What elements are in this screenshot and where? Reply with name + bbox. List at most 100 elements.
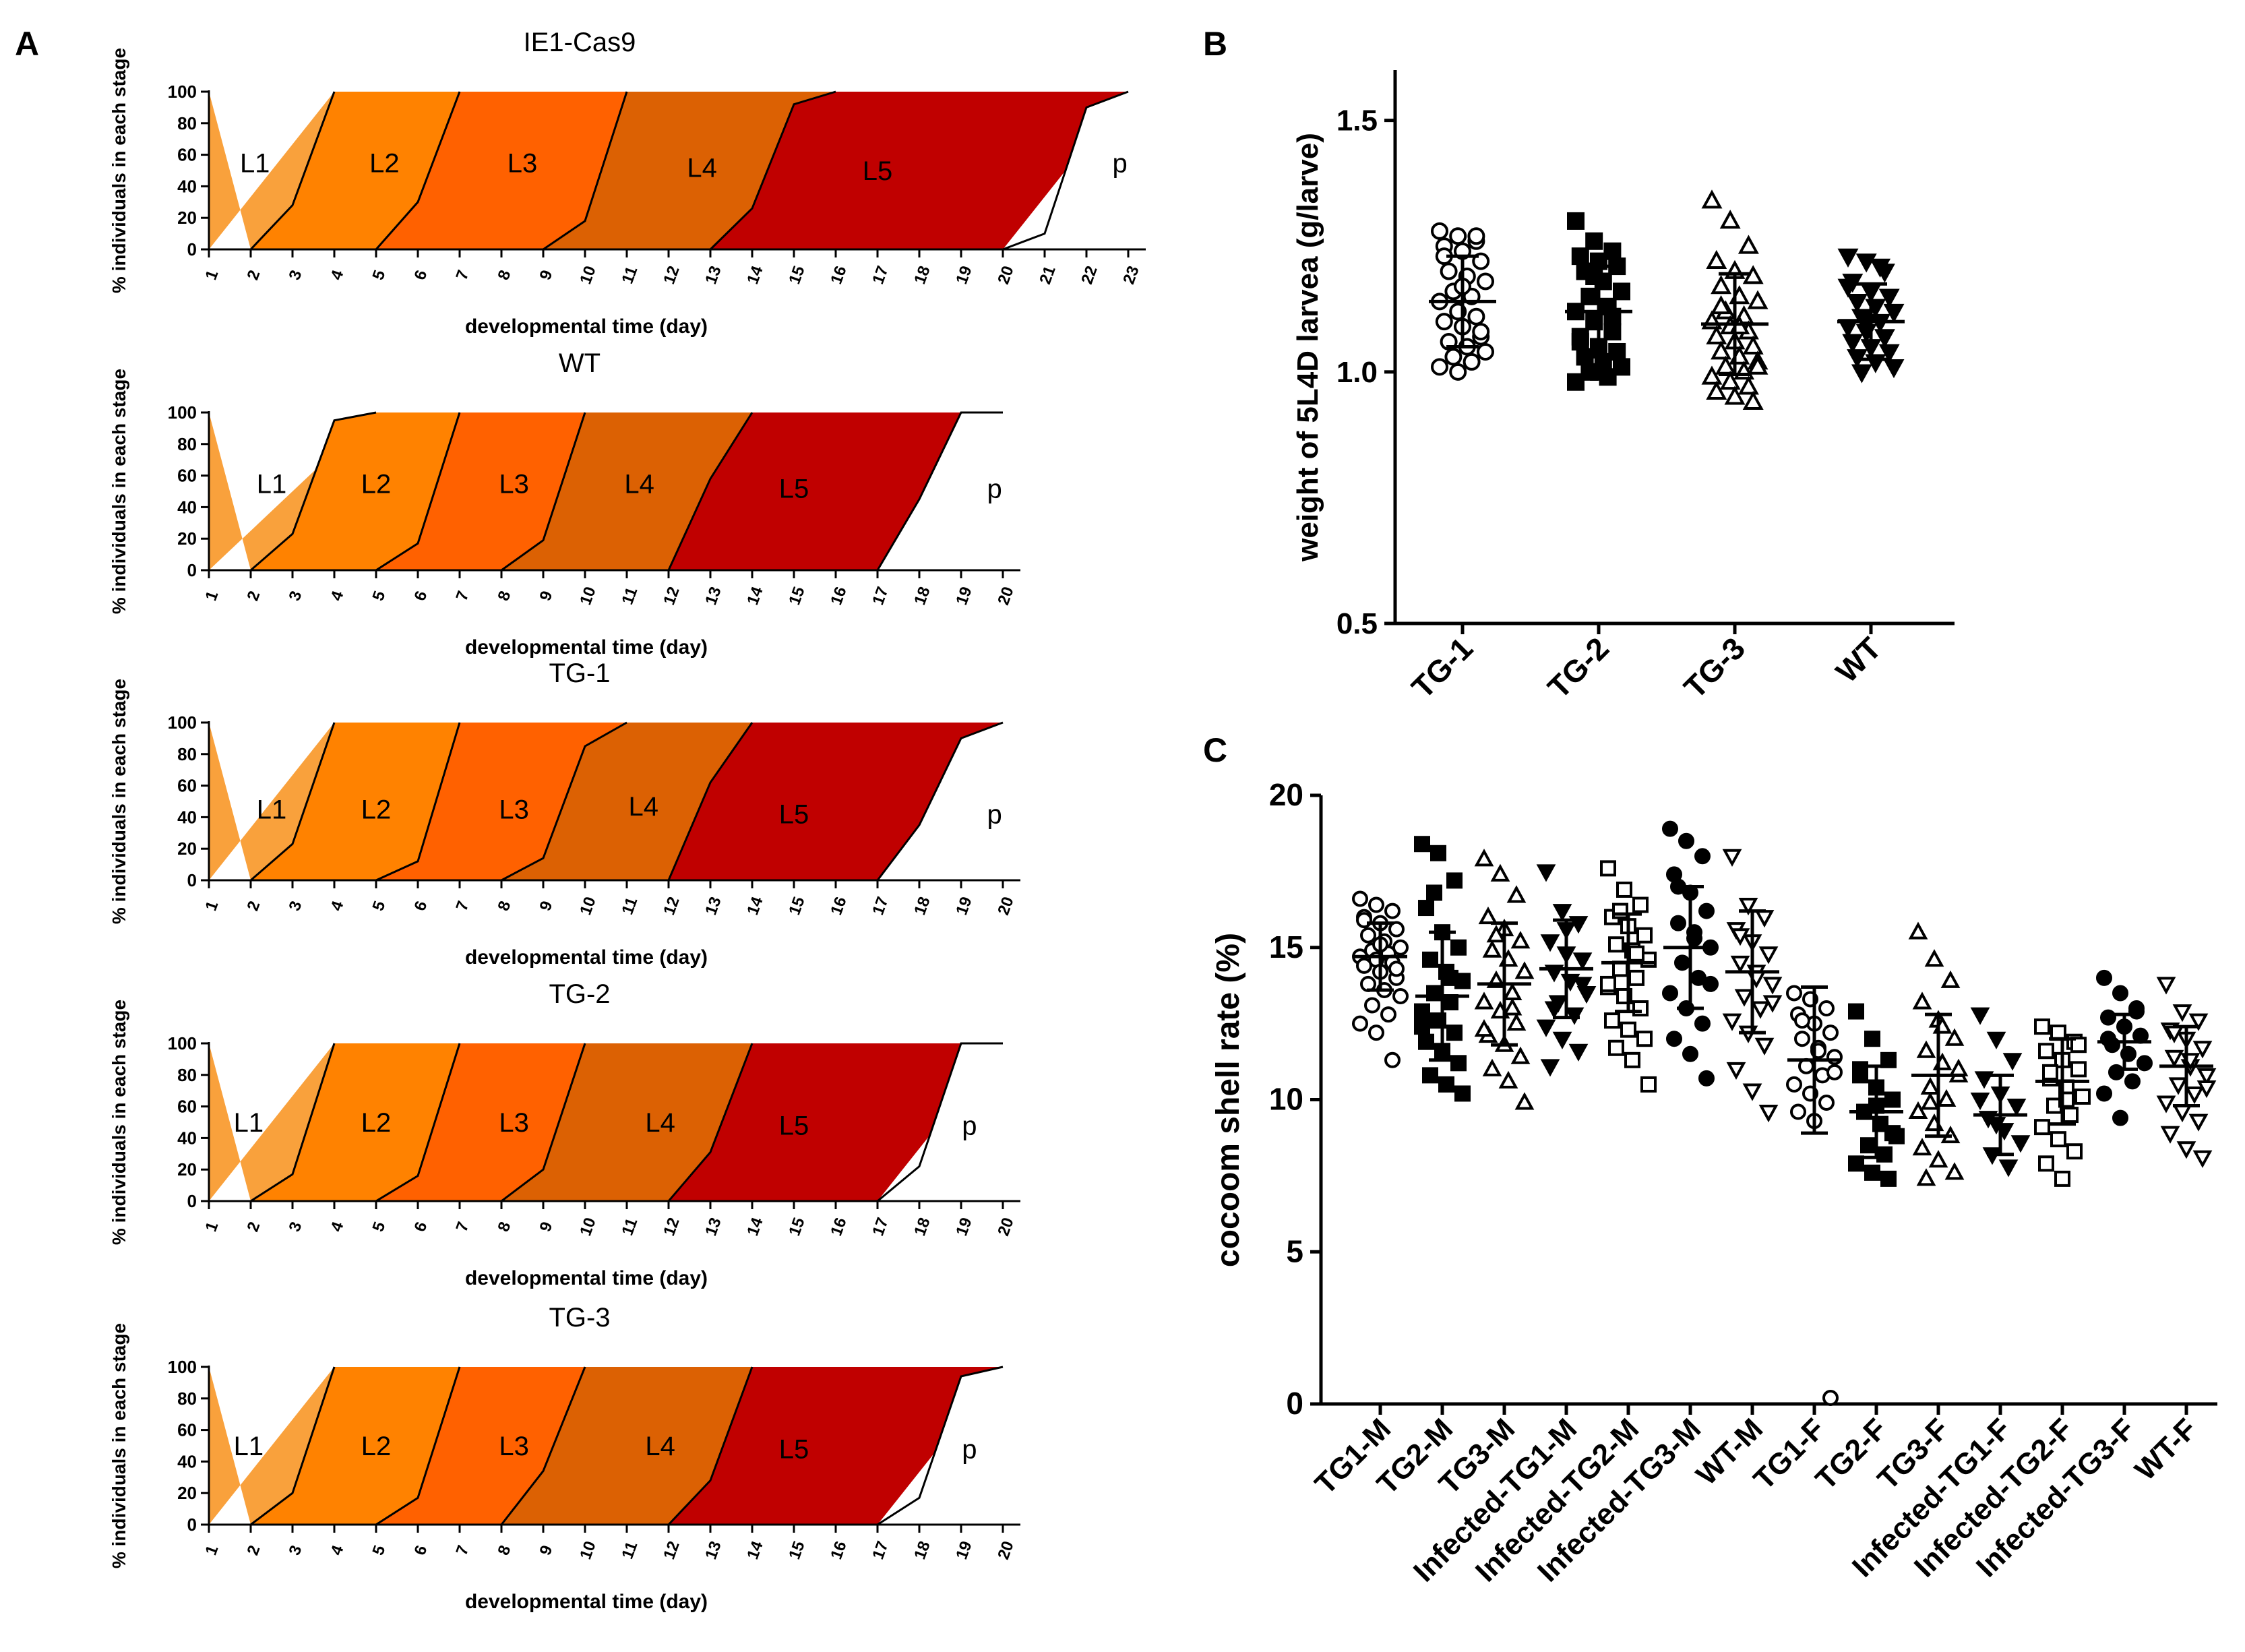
y-tick-label: 80 [177, 113, 197, 133]
data-point [1912, 991, 1932, 1010]
x-tick-label: 3 [285, 1543, 305, 1558]
x-tick-label: 9 [536, 588, 556, 603]
data-point [1567, 373, 1585, 391]
panel-letter-b: B [1203, 25, 1227, 63]
data-point [1384, 1051, 1401, 1068]
y-tick-label: 40 [177, 1128, 197, 1148]
series-tg-2 [1565, 212, 1632, 391]
data-point [1636, 1031, 1653, 1047]
stage-boundary-line [375, 91, 461, 250]
x-tick-label: 5 [369, 898, 389, 913]
stage-area-l1 [209, 1367, 334, 1525]
data-point [1711, 275, 1732, 295]
stage-label-l4: L4 [645, 1432, 675, 1461]
x-tick-label: 13 [702, 584, 725, 607]
data-point [1442, 969, 1458, 986]
data-point [1986, 1031, 2006, 1049]
y-axis-label: cocoom shell rate (%) [1210, 933, 1246, 1267]
stage-label-l1: L1 [257, 795, 287, 825]
x-tick-label: 19 [952, 894, 976, 917]
data-point [1418, 900, 1434, 917]
data-point [1694, 1015, 1711, 1032]
x-tick-label: 9 [536, 268, 556, 282]
data-point [1711, 295, 1732, 315]
data-point [2038, 1043, 2054, 1060]
y-tick-label: 60 [177, 145, 197, 165]
data-point [1567, 212, 1585, 230]
data-point [1628, 969, 1644, 986]
data-point [1912, 1138, 1932, 1156]
data-point [2074, 1088, 2091, 1105]
stage-label-l2: L2 [361, 469, 392, 499]
stage-boundary-line [667, 412, 754, 571]
y-tick-label: 40 [177, 1451, 197, 1471]
x-tick-label: 15 [785, 264, 809, 286]
data-point [1670, 915, 1686, 931]
data-point [1510, 931, 1531, 949]
data-point [1572, 977, 1593, 995]
stage-boundary-line [1002, 90, 1129, 251]
x-tick-label: 12 [660, 584, 683, 607]
y-tick-label: 0 [187, 870, 197, 890]
stage-area-l3 [376, 1043, 585, 1201]
x-tick-label: 2 [243, 898, 264, 913]
data-point [1851, 364, 1872, 384]
x-tick-label: 17 [869, 894, 892, 917]
data-point [1422, 951, 1438, 968]
stage-boundary-line [375, 412, 461, 572]
data-point [2112, 1109, 2128, 1126]
x-tick-label: 19 [952, 1215, 976, 1238]
chart-title: IE1-Cas9 [524, 28, 636, 57]
data-point [1384, 903, 1401, 919]
data-point [1860, 1137, 1876, 1154]
data-point [1502, 998, 1523, 1016]
y-axis-label: % individuals in each stage [109, 48, 129, 293]
x-tick-label: 4 [327, 268, 347, 282]
y-tick-label: 20 [177, 1159, 197, 1180]
stage-boundary-line [250, 1366, 336, 1526]
data-point [1536, 1019, 1556, 1037]
data-point [2066, 1143, 2083, 1160]
x-tick-label: 6 [410, 588, 431, 603]
stage-label-l4: L4 [687, 153, 717, 183]
data-point [1431, 358, 1448, 376]
data-point [1754, 910, 1775, 928]
stage-label-l1: L1 [257, 469, 287, 499]
x-tick-label: 11 [618, 1216, 641, 1238]
x-tick-label: 11 [618, 1539, 641, 1562]
data-point [1467, 307, 1485, 326]
data-point [1737, 235, 1759, 254]
data-point [1864, 1164, 1880, 1181]
stage-boundary-line [667, 1043, 754, 1202]
x-tick-label: 23 [1119, 264, 1143, 286]
data-point [1463, 353, 1481, 371]
data-point [1477, 342, 1494, 361]
series-infected-tg1-f [1970, 1007, 2031, 1177]
series-tg-1 [1429, 222, 1496, 381]
data-point [1702, 975, 1719, 992]
x-tick-label: 1 [202, 898, 222, 913]
panel-c-cocoon-shell-chart: 05101520TG1-MTG2-MTG3-MInfected-TG1-MInf… [1210, 777, 2217, 1589]
y-tick-label: 60 [177, 1420, 197, 1440]
data-point [1678, 832, 1694, 849]
stage-boundary-line [876, 721, 1004, 881]
data-point [1726, 1062, 1746, 1080]
x-tick-label: 10 [576, 584, 600, 607]
data-point [1924, 949, 1944, 967]
data-point [1472, 323, 1490, 341]
data-point [1449, 227, 1467, 245]
stage-area-l2 [251, 92, 460, 249]
category-label-tg-1: TG-1 [1405, 630, 1479, 705]
stage-label-l2: L2 [361, 1432, 392, 1461]
x-tick-label: 7 [452, 1543, 472, 1558]
data-point [2156, 977, 2176, 995]
data-point [1883, 303, 1905, 324]
stage-area-l3 [376, 412, 585, 570]
y-tick-label: 60 [177, 1097, 197, 1117]
data-point [1822, 1389, 1839, 1406]
x-tick-label: 15 [785, 1539, 809, 1562]
data-point [1944, 1162, 1965, 1180]
data-point [1392, 987, 1409, 1004]
